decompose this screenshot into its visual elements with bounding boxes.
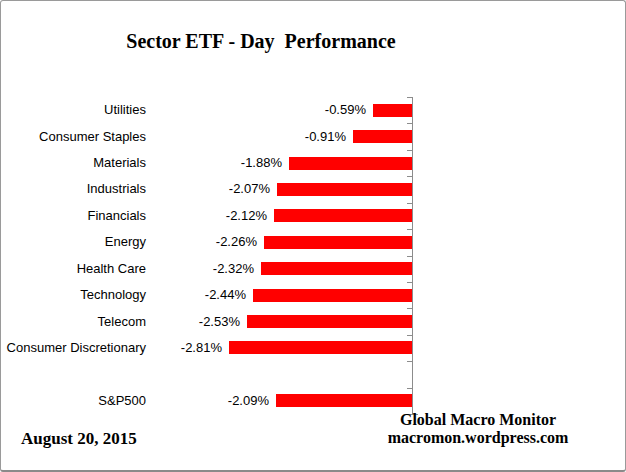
- value-label: -2.53%: [170, 314, 240, 330]
- axis-tick: [407, 229, 412, 230]
- bar: [264, 236, 412, 249]
- source-url: macromon.wordpress.com: [383, 429, 573, 447]
- category-label: Utilities: [1, 102, 146, 118]
- axis-tick: [407, 203, 412, 204]
- axis-tick: [407, 176, 412, 177]
- value-label: -0.91%: [276, 129, 346, 145]
- chart-frame: Sector ETF - Day Performance Utilities -0…: [0, 0, 626, 472]
- category-axis-line: [412, 97, 413, 414]
- bar: [289, 157, 412, 170]
- axis-tick: [407, 150, 412, 151]
- value-label: -2.81%: [152, 340, 222, 356]
- bar: [353, 130, 412, 143]
- category-label: Financials: [1, 208, 146, 224]
- axis-tick: [407, 308, 412, 309]
- value-label: -2.07%: [200, 181, 270, 197]
- bar: [277, 183, 412, 196]
- category-label: Industrials: [1, 181, 146, 197]
- chart-date: August 20, 2015: [21, 429, 137, 449]
- bar: [274, 209, 412, 222]
- category-label: Consumer Discretionary: [1, 340, 146, 356]
- value-label: -2.09%: [199, 393, 269, 409]
- value-label: -0.59%: [296, 102, 366, 118]
- category-label: Energy: [1, 234, 146, 250]
- category-label: Materials: [1, 155, 146, 171]
- axis-tick: [407, 282, 412, 283]
- value-label: -2.12%: [197, 208, 267, 224]
- source-name: Global Macro Monitor: [383, 411, 573, 429]
- bar: [261, 262, 412, 275]
- chart-title: Sector ETF - Day Performance: [1, 30, 521, 53]
- bar: [229, 341, 412, 354]
- value-label: -1.88%: [212, 155, 282, 171]
- category-label: Technology: [1, 287, 146, 303]
- source-attribution: Global Macro Monitor macromon.wordpress.…: [383, 411, 573, 447]
- axis-tick: [407, 97, 412, 98]
- category-label: Health Care: [1, 261, 146, 277]
- category-label: Consumer Staples: [1, 129, 146, 145]
- bar: [253, 289, 412, 302]
- axis-tick: [407, 256, 412, 257]
- value-label: -2.32%: [184, 261, 254, 277]
- axis-tick: [407, 123, 412, 124]
- value-label: -2.44%: [176, 287, 246, 303]
- category-label: Telecom: [1, 314, 146, 330]
- axis-tick: [407, 361, 412, 362]
- category-label: S&P500: [1, 393, 146, 409]
- bar: [247, 315, 412, 328]
- bar: [276, 394, 412, 407]
- bar: [373, 104, 412, 117]
- axis-tick: [407, 388, 412, 389]
- value-label: -2.26%: [187, 234, 257, 250]
- axis-tick: [407, 335, 412, 336]
